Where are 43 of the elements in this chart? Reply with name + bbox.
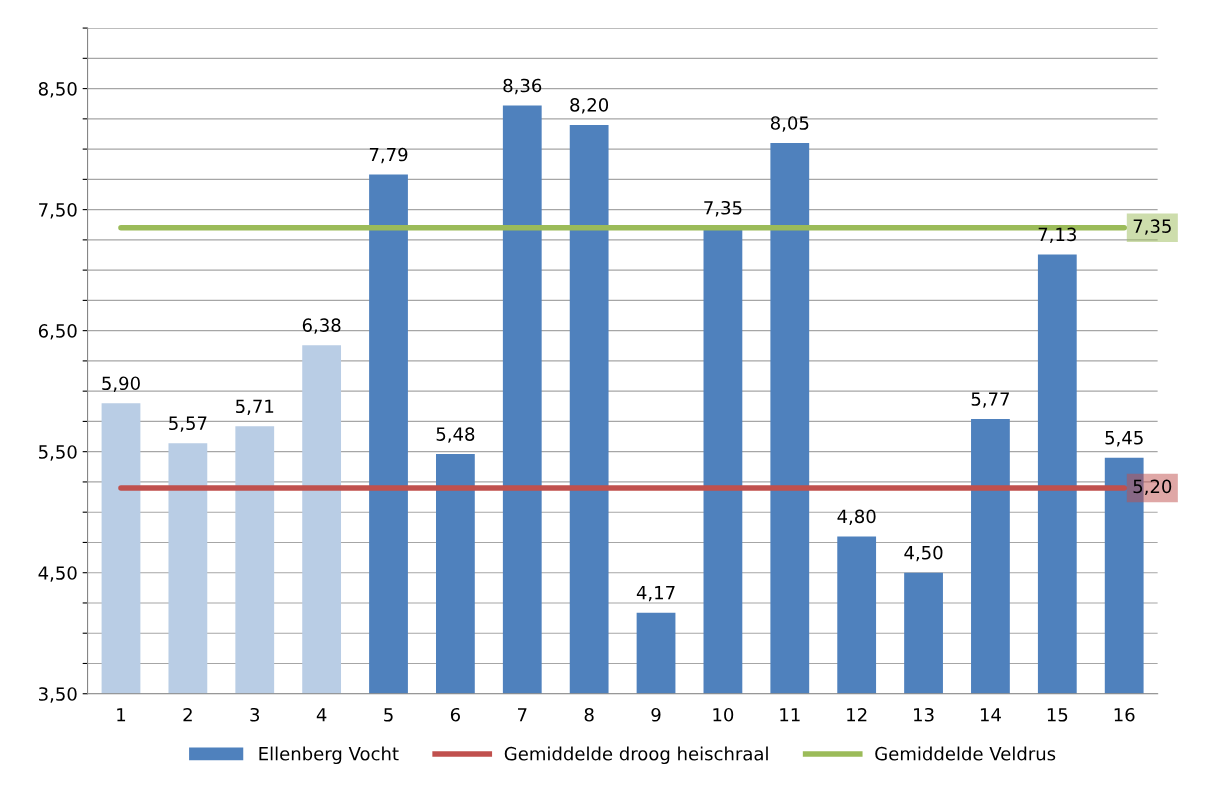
data-label: 5,57 xyxy=(169,416,207,432)
x-tick-label: 14 xyxy=(980,708,1001,722)
legend-label: Gemiddelde droog heischraal xyxy=(504,746,768,765)
y-tick-label: 4,50 xyxy=(38,566,77,582)
x-tick-label: 6 xyxy=(450,707,460,722)
x-tick-label: 13 xyxy=(914,707,934,722)
x-tick-label: 16 xyxy=(1114,707,1135,722)
x-tick-label: 2 xyxy=(183,707,192,722)
data-label: 7,79 xyxy=(369,147,408,164)
data-label: 7,35 xyxy=(704,200,742,217)
x-tick-label: 1 xyxy=(117,708,126,722)
data-label: 8,20 xyxy=(570,98,609,114)
x-tick-label: 4 xyxy=(316,708,327,722)
x-tick-label: 10 xyxy=(713,707,734,722)
y-tick-label: 8,50 xyxy=(38,82,77,98)
data-label: 5,77 xyxy=(971,392,1009,408)
x-tick-label: 7 xyxy=(518,708,527,722)
data-label: 8,05 xyxy=(770,116,809,132)
y-tick-label: 7,50 xyxy=(39,203,77,219)
data-label: 4,50 xyxy=(904,545,943,562)
x-tick-label: 11 xyxy=(780,708,800,722)
x-tick-label: 8 xyxy=(584,707,594,722)
data-label: 5,48 xyxy=(436,427,475,443)
data-label: 4,80 xyxy=(837,509,876,526)
x-tick-label: 12 xyxy=(847,707,867,722)
data-label: 6,38 xyxy=(302,318,341,334)
x-tick-label: 3 xyxy=(250,707,260,722)
x-tick-label: 5 xyxy=(384,708,393,722)
legend-label: Gemiddelde Veldrus xyxy=(875,746,1056,761)
legend-label: Ellenberg Vocht xyxy=(259,746,399,765)
y-tick-label: 3,50 xyxy=(39,687,77,703)
data-label: 5,20 xyxy=(1133,479,1172,496)
data-label: 8,36 xyxy=(503,78,542,95)
data-label: 5,45 xyxy=(1105,431,1143,447)
x-tick-label: 9 xyxy=(651,707,661,722)
data-label: 4,17 xyxy=(636,586,675,602)
data-label: 7,35 xyxy=(1133,219,1171,235)
data-label: 7,13 xyxy=(1038,227,1076,244)
y-tick-label: 5,50 xyxy=(39,445,77,461)
y-tick-label: 6,50 xyxy=(38,324,77,340)
x-tick-label: 15 xyxy=(1047,708,1068,722)
data-label: 5,71 xyxy=(236,399,274,415)
data-label: 5,90 xyxy=(102,376,140,392)
